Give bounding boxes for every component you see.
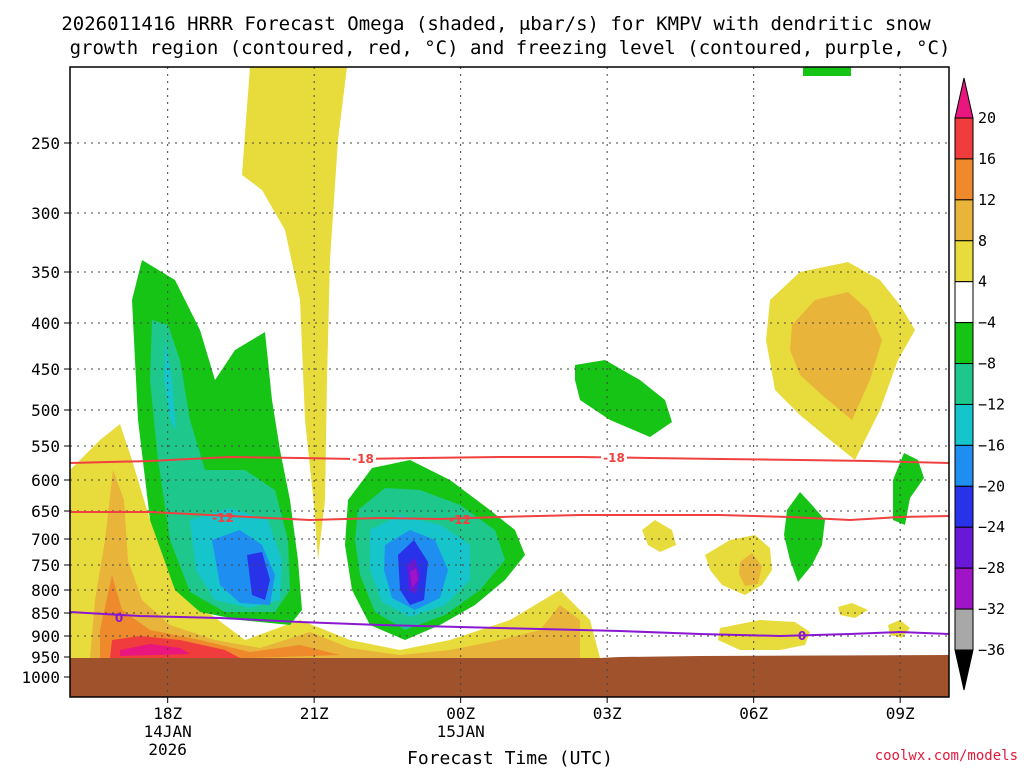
contour-label-minus18-b: -18	[603, 451, 625, 465]
y-tick-label-300: 300	[31, 204, 60, 223]
colorbar-label-1: 16	[978, 150, 996, 168]
colorbar-bottom-arrow	[954, 649, 974, 691]
x-tick-label-09Z: 09Z	[886, 704, 915, 723]
shade-orange-upper-right	[790, 292, 882, 420]
shade-yellow-small-5	[888, 620, 910, 638]
colorbar-label-7: −12	[978, 395, 1005, 413]
shade-yellow-small-1	[642, 520, 676, 552]
shade-darkblue-core-left	[247, 552, 270, 600]
y-tick-label-900: 900	[31, 627, 60, 646]
colorbar-label-6: −8	[978, 355, 996, 373]
colorbar-label-11: −28	[978, 559, 1005, 577]
y-tick-label-550: 550	[31, 437, 60, 456]
y-tick-label-850: 850	[31, 604, 60, 623]
y-tick-label-650: 650	[31, 502, 60, 521]
contour-label-zero-b: 0	[798, 629, 806, 643]
shade-magenta-lowlevel-left	[120, 644, 190, 656]
shade-orange-small-2	[739, 553, 762, 586]
contours: -18 -18 -12 -12 0 0	[69, 451, 950, 643]
x-tick-date-00Z: 15JAN	[437, 722, 485, 741]
colorbar-label-13: −36	[978, 641, 1005, 659]
contour-label-minus12-a: -12	[212, 511, 234, 525]
colorbar-label-0: 20	[978, 109, 996, 127]
contour-label-minus18-a: -18	[352, 452, 374, 466]
colorbar-box-5	[954, 322, 974, 365]
plot-frame	[69, 66, 950, 698]
y-tick-label-500: 500	[31, 401, 60, 420]
colorbar-label-5: −4	[978, 314, 996, 332]
x-tick-label-21Z: 21Z	[300, 704, 329, 723]
y-tick-label-700: 700	[31, 530, 60, 549]
contour-label-minus12-b: -12	[449, 513, 471, 527]
colorbar-box-12	[954, 608, 974, 651]
y-axis: 250 300 350 400 450 500 550 600 650 700 750 800 850 9…	[21, 134, 70, 687]
contour-minus18	[69, 455, 950, 464]
y-tick-label-600: 600	[31, 471, 60, 490]
x-tick-label-06Z: 06Z	[739, 704, 768, 723]
colorbar-box-8	[954, 444, 974, 487]
y-tick-label-1000: 1000	[21, 668, 60, 687]
y-tick-label-750: 750	[31, 556, 60, 575]
colorbar-label-8: −16	[978, 436, 1005, 454]
colorbar-box-9	[954, 485, 974, 528]
y-tick-label-450: 450	[31, 360, 60, 379]
colorbar-box-11	[954, 567, 974, 610]
x-tick-label-00Z: 00Z	[446, 704, 475, 723]
colorbar-box-1	[954, 158, 974, 201]
shade-yellow-upper-column	[242, 67, 347, 560]
colorbar-box-0	[954, 117, 974, 160]
credit-text: coolwx.com/models	[875, 748, 1018, 764]
colorbar: 20 16 12 8 4 −4 −8 −12 −16 −20 −24 −28 −32 −36	[954, 77, 1005, 691]
x-tick-year-18Z: 2026	[148, 740, 187, 759]
colorbar-label-4: 4	[978, 273, 987, 291]
y-tick-label-250: 250	[31, 134, 60, 153]
y-tick-label-400: 400	[31, 314, 60, 333]
colorbar-box-7	[954, 403, 974, 446]
y-tick-label-800: 800	[31, 581, 60, 600]
chart-title-line2: growth region (contoured, red, °C) and f…	[70, 37, 951, 59]
shade-violet-core-center	[410, 568, 418, 588]
shade-darkorange-lowlevel-left	[100, 575, 340, 658]
grid-lines	[70, 67, 949, 697]
contour-minus12	[70, 511, 950, 522]
colorbar-label-10: −24	[978, 518, 1005, 536]
colorbar-box-2	[954, 199, 974, 242]
colorbar-box-6	[954, 363, 974, 405]
chart-title-line1: 2026011416 HRRR Forecast Omega (shaded, …	[61, 13, 931, 35]
shade-green-small-right	[784, 492, 825, 582]
colorbar-top-arrow	[954, 77, 974, 119]
y-tick-label-950: 950	[31, 648, 60, 667]
shade-green-top-right	[803, 67, 851, 76]
colorbar-box-10	[954, 526, 974, 569]
colorbar-box-3	[954, 240, 974, 283]
contour-label-zero-a: 0	[115, 611, 123, 625]
colorbar-label-3: 8	[978, 232, 987, 250]
y-tick-label-350: 350	[31, 263, 60, 282]
shade-green-small-far-right	[893, 453, 924, 525]
colorbar-label-12: −32	[978, 600, 1005, 618]
contour-freezing-level	[69, 611, 950, 638]
x-tick-label-18Z: 18Z	[153, 704, 182, 723]
surface-ground	[70, 655, 949, 697]
x-axis-label: Forecast Time (UTC)	[407, 748, 613, 768]
x-tick-label-03Z: 03Z	[593, 704, 622, 723]
colorbar-label-9: −20	[978, 477, 1005, 495]
x-tick-date-18Z: 14JAN	[144, 722, 192, 741]
colorbar-box-4	[954, 281, 974, 324]
shade-green-mid-right	[575, 360, 672, 437]
omega-shading	[70, 67, 924, 658]
shade-yellow-small-3	[838, 603, 868, 618]
colorbar-label-2: 12	[978, 191, 996, 209]
